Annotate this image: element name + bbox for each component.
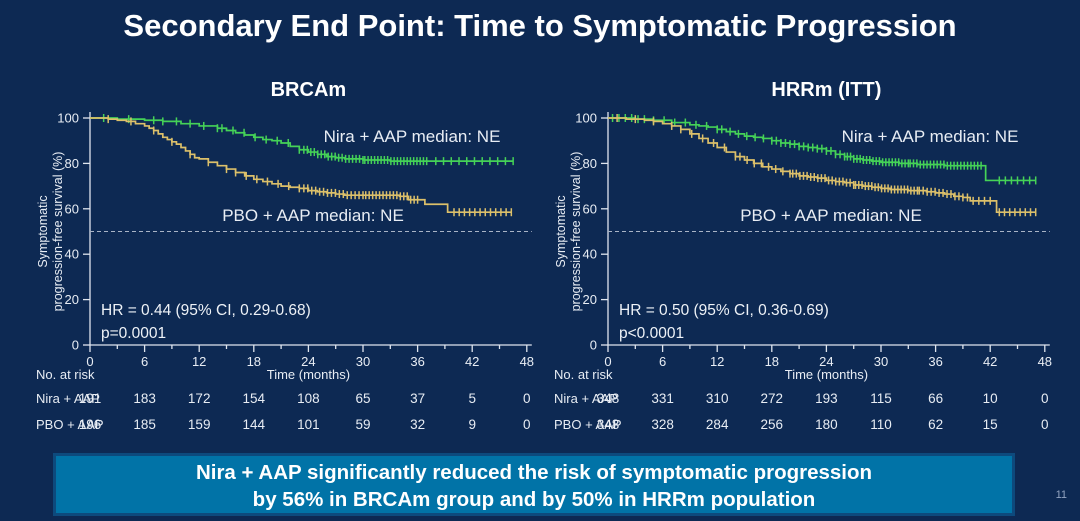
x-tick-label: 24 <box>301 354 315 369</box>
at-risk-value: 144 <box>243 417 266 432</box>
at-risk-row-label: Nira + AAP <box>36 391 100 406</box>
at-risk-value: 193 <box>815 391 838 406</box>
x-tick-label: 36 <box>928 354 942 369</box>
at-risk-value: 62 <box>928 417 943 432</box>
y-axis-label-line1: Symptomatic <box>554 195 568 267</box>
at-risk-row-label: Nira + AAP <box>554 391 618 406</box>
x-tick-label: 36 <box>410 354 424 369</box>
median-label-nira-aap: Nira + AAP median: NE <box>842 127 1019 146</box>
median-label-pbo-aap: PBO + AAP median: NE <box>740 206 922 225</box>
at-risk-value: 37 <box>410 391 425 406</box>
at-risk-value: 0 <box>523 391 531 406</box>
y-tick-label: 40 <box>65 247 79 262</box>
slide-title: Secondary End Point: Time to Symptomatic… <box>123 8 957 43</box>
x-tick-label: 12 <box>192 354 206 369</box>
at-risk-value: 65 <box>355 391 370 406</box>
y-tick-label: 100 <box>575 111 597 126</box>
at-risk-value: 284 <box>706 417 729 432</box>
y-tick-label: 100 <box>57 111 79 126</box>
at-risk-value: 9 <box>468 417 476 432</box>
hazard-ratio-text: HR = 0.50 (95% CI, 0.36-0.69) <box>619 302 829 319</box>
y-tick-label: 60 <box>65 201 79 216</box>
at-risk-value: 66 <box>928 391 943 406</box>
at-risk-value: 328 <box>651 417 674 432</box>
at-risk-value: 183 <box>133 391 156 406</box>
x-tick-label: 24 <box>819 354 833 369</box>
at-risk-header: No. at risk <box>554 367 613 382</box>
chart-title: BRCAm <box>271 79 347 101</box>
chart-title: HRRm (ITT) <box>771 79 881 101</box>
at-risk-value: 310 <box>706 391 729 406</box>
at-risk-value: 180 <box>815 417 838 432</box>
at-risk-value: 101 <box>297 417 320 432</box>
x-tick-label: 30 <box>356 354 370 369</box>
y-tick-label: 40 <box>583 247 597 262</box>
hazard-ratio-text: HR = 0.44 (95% CI, 0.29-0.68) <box>101 302 311 319</box>
page-number: 11 <box>1055 489 1067 501</box>
km-chart-hrrm-itt: HRRm (ITT) Symptomatic progression-free su… <box>554 79 1052 432</box>
median-label-pbo-aap: PBO + AAP median: NE <box>222 206 404 225</box>
at-risk-value: 5 <box>468 391 476 406</box>
y-tick-label: 20 <box>583 292 597 307</box>
x-tick-label: 18 <box>765 354 779 369</box>
y-tick-label: 0 <box>590 338 597 353</box>
x-tick-label: 12 <box>710 354 724 369</box>
y-tick-label: 80 <box>65 156 79 171</box>
at-risk-value: 10 <box>983 391 998 406</box>
y-axis-label-line2: progression-free survival (%) <box>569 152 583 312</box>
banner-line-1: Nira + AAP significantly reduced the ris… <box>195 461 873 484</box>
x-tick-label: 0 <box>86 354 93 369</box>
at-risk-value: 348 <box>597 391 620 406</box>
x-tick-label: 6 <box>141 354 148 369</box>
y-axis-label-line2: progression-free survival (%) <box>51 152 65 312</box>
at-risk-row-label: PBO + AAP <box>554 417 622 432</box>
x-axis-label: Time (months) <box>785 367 868 382</box>
at-risk-value: 0 <box>523 417 531 432</box>
at-risk-value: 191 <box>79 391 102 406</box>
at-risk-row-label: PBO + AAP <box>36 417 104 432</box>
x-tick-label: 48 <box>1038 354 1052 369</box>
at-risk-value: 0 <box>1041 417 1049 432</box>
x-tick-label: 42 <box>465 354 479 369</box>
at-risk-value: 15 <box>983 417 998 432</box>
at-risk-value: 154 <box>243 391 266 406</box>
y-tick-label: 80 <box>583 156 597 171</box>
x-tick-label: 30 <box>874 354 888 369</box>
at-risk-value: 32 <box>410 417 425 432</box>
y-axis-label-line1: Symptomatic <box>36 195 50 267</box>
x-axis-label: Time (months) <box>267 367 350 382</box>
y-tick-label: 20 <box>65 292 79 307</box>
median-label-nira-aap: Nira + AAP median: NE <box>324 127 501 146</box>
conclusion-banner: Nira + AAP significantly reduced the ris… <box>53 453 1015 516</box>
at-risk-value: 172 <box>188 391 211 406</box>
at-risk-value: 115 <box>870 391 892 406</box>
at-risk-value: 0 <box>1041 391 1049 406</box>
at-risk-value: 185 <box>133 417 156 432</box>
at-risk-value: 59 <box>355 417 370 432</box>
y-tick-label: 0 <box>72 338 79 353</box>
x-tick-label: 42 <box>983 354 997 369</box>
at-risk-value: 196 <box>79 417 102 432</box>
at-risk-value: 348 <box>597 417 620 432</box>
at-risk-value: 272 <box>761 391 784 406</box>
x-tick-label: 6 <box>659 354 666 369</box>
x-tick-label: 18 <box>247 354 261 369</box>
x-tick-label: 48 <box>520 354 534 369</box>
at-risk-value: 331 <box>651 391 674 406</box>
km-chart-brcam: BRCAm Symptomatic progression-free surviva… <box>36 79 534 432</box>
x-tick-label: 0 <box>604 354 611 369</box>
at-risk-value: 256 <box>761 417 784 432</box>
banner-line-2: by 56% in BRCAm group and by 50% in HRRm… <box>252 488 816 511</box>
p-value-text: p<0.0001 <box>619 325 684 342</box>
at-risk-value: 110 <box>870 417 892 432</box>
at-risk-header: No. at risk <box>36 367 95 382</box>
at-risk-value: 108 <box>297 391 320 406</box>
p-value-text: p=0.0001 <box>101 325 166 342</box>
at-risk-value: 159 <box>188 417 211 432</box>
y-tick-label: 60 <box>583 201 597 216</box>
